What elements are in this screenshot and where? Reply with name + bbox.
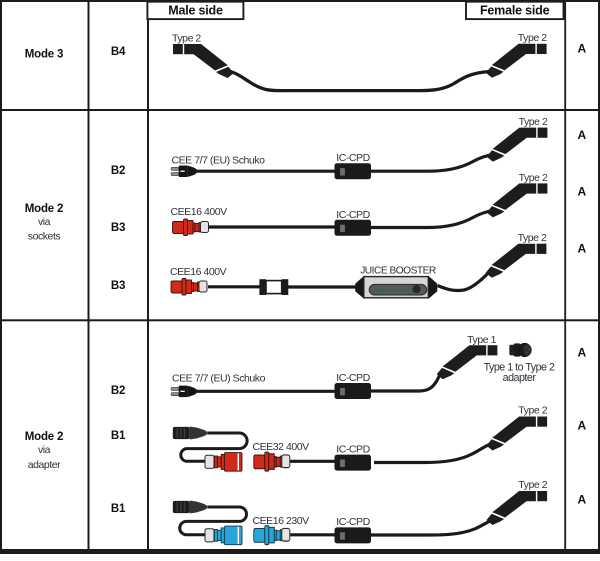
- svg-text:IC-CPD: IC-CPD: [336, 209, 370, 221]
- svg-text:Type 2: Type 2: [518, 479, 547, 491]
- svg-text:IC-CPD: IC-CPD: [336, 152, 370, 164]
- svg-text:IC-CPD: IC-CPD: [336, 443, 370, 455]
- svg-text:Type 2: Type 2: [519, 116, 548, 128]
- svg-text:Type 2: Type 2: [518, 405, 547, 417]
- svg-text:CEE32 400V: CEE32 400V: [253, 441, 310, 453]
- svg-text:Mode 2: Mode 2: [25, 203, 63, 215]
- svg-text:Type 2: Type 2: [518, 232, 547, 244]
- svg-text:B1: B1: [111, 430, 126, 442]
- svg-text:Male side: Male side: [168, 3, 223, 17]
- svg-text:CEE 7/7 (EU) Schuko: CEE 7/7 (EU) Schuko: [172, 154, 266, 166]
- svg-text:IC-CPD: IC-CPD: [336, 372, 370, 384]
- svg-text:CEE16 400V: CEE16 400V: [170, 266, 227, 278]
- svg-text:Female side: Female side: [480, 3, 550, 17]
- svg-text:adapter: adapter: [503, 372, 537, 384]
- svg-text:Mode 2: Mode 2: [25, 431, 63, 443]
- svg-text:IC-CPD: IC-CPD: [336, 516, 370, 528]
- svg-text:Type 2: Type 2: [172, 32, 201, 44]
- svg-text:adapter: adapter: [28, 459, 61, 471]
- svg-text:CEE16 400V: CEE16 400V: [171, 206, 228, 218]
- svg-text:B3: B3: [111, 280, 125, 292]
- svg-text:A: A: [577, 185, 586, 199]
- svg-text:B1: B1: [111, 503, 126, 515]
- svg-text:sockets: sockets: [28, 230, 61, 242]
- svg-text:B3: B3: [111, 222, 125, 234]
- svg-text:B4: B4: [111, 46, 126, 58]
- svg-text:Type 1: Type 1: [467, 334, 496, 346]
- svg-text:CEE 7/7 (EU) Schuko: CEE 7/7 (EU) Schuko: [172, 372, 266, 384]
- svg-text:A: A: [577, 346, 586, 360]
- svg-text:Type 1 to Type 2: Type 1 to Type 2: [484, 361, 555, 373]
- svg-text:via: via: [38, 444, 51, 456]
- svg-text:A: A: [577, 42, 586, 56]
- svg-text:Type 2: Type 2: [519, 172, 548, 184]
- svg-text:Type 2: Type 2: [518, 32, 547, 44]
- svg-text:B2: B2: [111, 165, 125, 177]
- svg-text:via: via: [38, 216, 51, 228]
- svg-text:Mode 3: Mode 3: [25, 49, 63, 61]
- svg-text:CEE16 230V: CEE16 230V: [253, 515, 310, 527]
- svg-text:A: A: [577, 128, 586, 142]
- svg-text:A: A: [577, 492, 586, 506]
- svg-text:JUICE BOOSTER: JUICE BOOSTER: [360, 265, 436, 276]
- svg-text:B2: B2: [111, 385, 125, 397]
- svg-text:A: A: [577, 242, 586, 256]
- svg-text:A: A: [577, 419, 586, 433]
